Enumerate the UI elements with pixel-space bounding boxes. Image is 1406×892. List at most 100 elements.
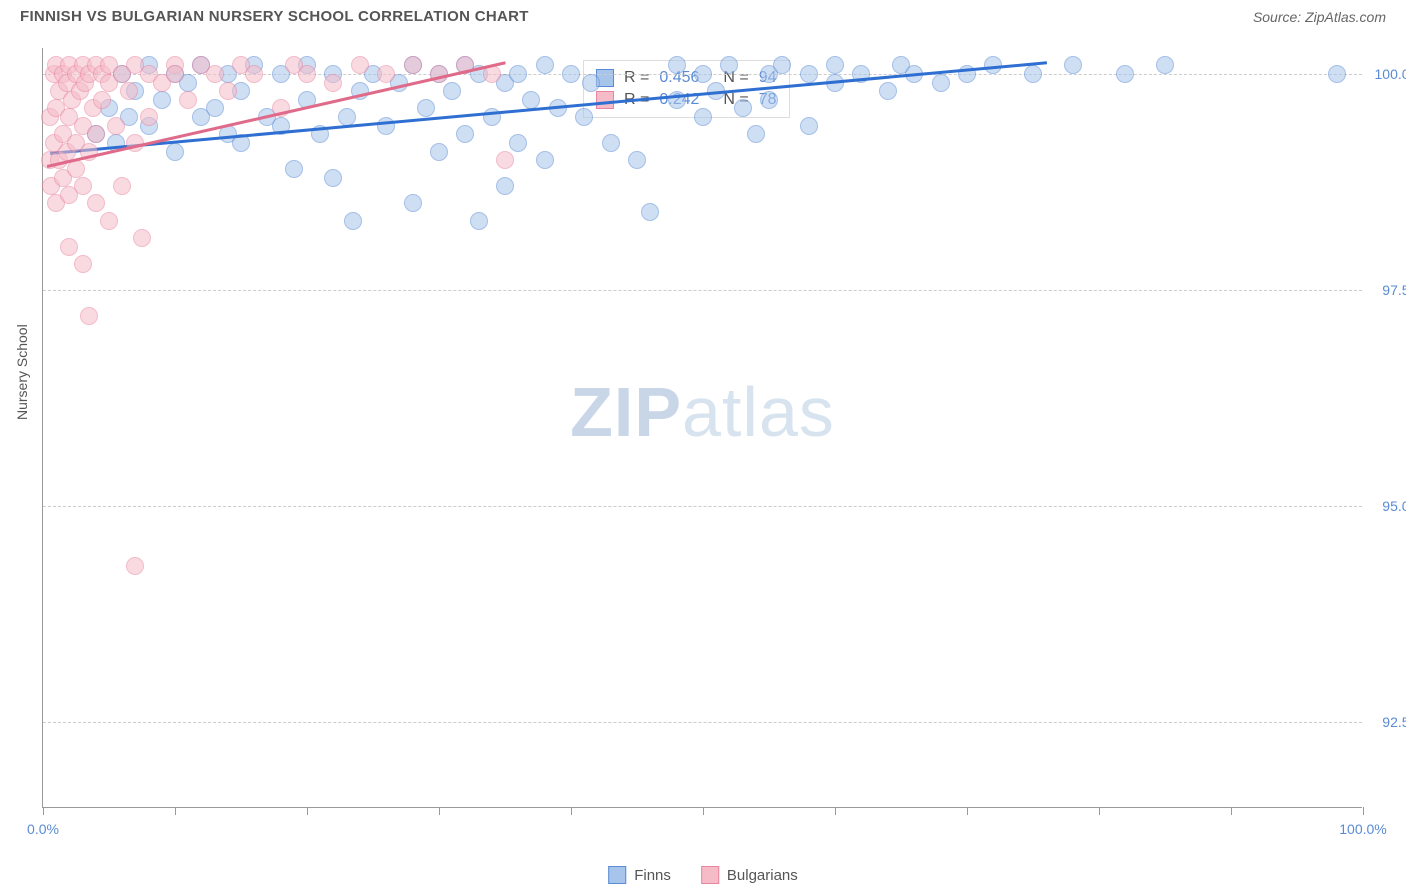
legend-swatch <box>701 866 719 884</box>
data-point <box>536 56 554 74</box>
data-point <box>324 169 342 187</box>
data-point <box>1064 56 1082 74</box>
legend: Finns Bulgarians <box>608 866 798 884</box>
data-point <box>377 117 395 135</box>
data-point <box>74 255 92 273</box>
data-point <box>800 65 818 83</box>
y-axis-label: Nursery School <box>14 324 30 420</box>
data-point <box>1024 65 1042 83</box>
data-point <box>219 82 237 100</box>
watermark: ZIPatlas <box>570 372 835 452</box>
data-point <box>628 151 646 169</box>
data-point <box>734 99 752 117</box>
gridline <box>43 722 1362 723</box>
data-point <box>80 307 98 325</box>
x-tick <box>43 807 44 815</box>
legend-label: Finns <box>634 867 671 884</box>
data-point <box>126 557 144 575</box>
data-point <box>74 177 92 195</box>
data-point <box>522 91 540 109</box>
data-point <box>720 56 738 74</box>
chart-title: FINNISH VS BULGARIAN NURSERY SCHOOL CORR… <box>20 8 529 25</box>
data-point <box>324 74 342 92</box>
data-point <box>417 99 435 117</box>
legend-label: Bulgarians <box>727 867 798 884</box>
data-point <box>747 125 765 143</box>
data-point <box>443 82 461 100</box>
data-point <box>404 194 422 212</box>
data-point <box>430 143 448 161</box>
data-point <box>641 203 659 221</box>
x-tick <box>835 807 836 815</box>
x-tick <box>175 807 176 815</box>
data-point <box>575 108 593 126</box>
x-tick <box>1099 807 1100 815</box>
data-point <box>133 229 151 247</box>
data-point <box>344 212 362 230</box>
data-point <box>87 194 105 212</box>
data-point <box>120 82 138 100</box>
data-point <box>879 82 897 100</box>
data-point <box>166 143 184 161</box>
data-point <box>166 65 184 83</box>
stat-row: R =0.456N =94 <box>596 67 777 89</box>
data-point <box>932 74 950 92</box>
data-point <box>456 125 474 143</box>
data-point <box>562 65 580 83</box>
stat-r-label: R = <box>624 69 649 87</box>
x-tick <box>967 807 968 815</box>
data-point <box>153 91 171 109</box>
data-point <box>694 108 712 126</box>
data-point <box>1328 65 1346 83</box>
data-point <box>694 65 712 83</box>
data-point <box>800 117 818 135</box>
legend-item: Finns <box>608 866 671 884</box>
data-point <box>107 117 125 135</box>
y-tick-label: 92.5% <box>1367 714 1406 730</box>
data-point <box>298 65 316 83</box>
data-point <box>113 177 131 195</box>
data-point <box>60 238 78 256</box>
x-tick-label: 0.0% <box>27 821 59 837</box>
data-point <box>496 177 514 195</box>
data-point <box>509 65 527 83</box>
data-point <box>496 151 514 169</box>
data-point <box>404 56 422 74</box>
data-point <box>760 91 778 109</box>
x-tick <box>571 807 572 815</box>
data-point <box>67 160 85 178</box>
gridline <box>43 506 1362 507</box>
data-point <box>470 212 488 230</box>
y-tick-label: 97.5% <box>1367 282 1406 298</box>
data-point <box>179 91 197 109</box>
data-point <box>582 74 600 92</box>
data-point <box>100 212 118 230</box>
data-point <box>206 99 224 117</box>
data-point <box>536 151 554 169</box>
data-point <box>87 125 105 143</box>
data-point <box>93 91 111 109</box>
x-tick <box>1231 807 1232 815</box>
data-point <box>602 134 620 152</box>
y-tick-label: 95.0% <box>1367 498 1406 514</box>
data-point <box>351 56 369 74</box>
gridline <box>43 290 1362 291</box>
data-point <box>140 108 158 126</box>
data-point <box>285 160 303 178</box>
legend-swatch <box>608 866 626 884</box>
y-tick-label: 100.0% <box>1367 66 1406 82</box>
data-point <box>773 56 791 74</box>
source-label: Source: ZipAtlas.com <box>1253 9 1386 25</box>
data-point <box>1156 56 1174 74</box>
data-point <box>668 56 686 74</box>
data-point <box>377 65 395 83</box>
x-tick <box>307 807 308 815</box>
legend-item: Bulgarians <box>701 866 798 884</box>
data-point <box>245 65 263 83</box>
data-point <box>509 134 527 152</box>
x-tick-label: 100.0% <box>1339 821 1386 837</box>
chart-plot-area: ZIPatlas R =0.456N =94R =0.242N =78 92.5… <box>42 48 1362 808</box>
data-point <box>1116 65 1134 83</box>
data-point <box>206 65 224 83</box>
data-point <box>826 56 844 74</box>
